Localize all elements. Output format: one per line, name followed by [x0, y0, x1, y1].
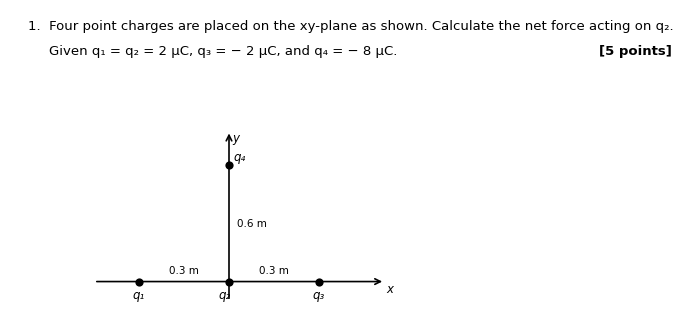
Point	[314, 279, 325, 284]
Text: 1.  Four point charges are placed on the xy-plane as shown. Calculate the net fo: 1. Four point charges are placed on the …	[28, 20, 673, 33]
Text: q₃: q₃	[313, 289, 325, 302]
Text: 0.3 m: 0.3 m	[259, 266, 289, 276]
Text: Given q₁ = q₂ = 2 μC, q₃ = − 2 μC, and q₄ = − 8 μC.: Given q₁ = q₂ = 2 μC, q₃ = − 2 μC, and q…	[49, 45, 398, 58]
Text: q₄: q₄	[234, 151, 246, 164]
Text: q₂: q₂	[218, 289, 230, 302]
Text: y: y	[232, 132, 239, 145]
Text: 0.6 m: 0.6 m	[237, 219, 267, 229]
Text: q₁: q₁	[133, 289, 145, 302]
Text: [5 points]: [5 points]	[599, 45, 672, 58]
Point	[223, 163, 235, 168]
Text: 0.3 m: 0.3 m	[169, 266, 199, 276]
Text: x: x	[386, 282, 393, 295]
Point	[223, 279, 235, 284]
Point	[134, 279, 145, 284]
